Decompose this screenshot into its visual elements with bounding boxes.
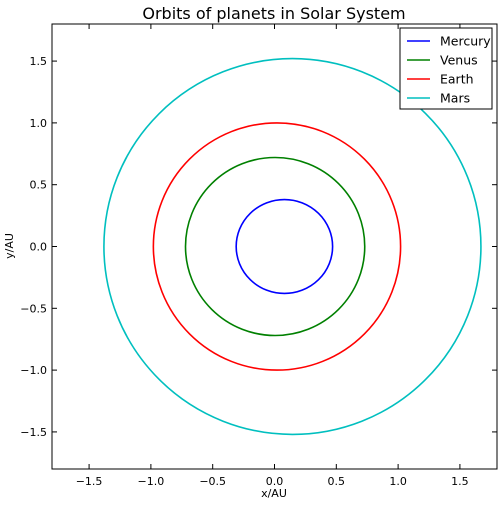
y-tick-label: −1.5 (20, 426, 47, 439)
x-tick-label: −1.0 (138, 475, 165, 488)
orbit-mars (103, 57, 482, 436)
x-tick-label: 0.5 (328, 475, 346, 488)
chart-title: Orbits of planets in Solar System (142, 4, 405, 23)
legend-label-mars: Mars (440, 91, 470, 106)
legend-label-venus: Venus (440, 53, 478, 68)
x-tick-label: −1.5 (76, 475, 103, 488)
x-ticks: −1.5 −1.0 −0.5 0.0 0.5 1.0 1.5 (76, 24, 469, 488)
x-tick-label: 1.0 (389, 475, 407, 488)
orbit-venus (184, 156, 366, 337)
orbit-earth (152, 122, 402, 371)
x-tick-label: 0.0 (266, 475, 284, 488)
legend-label-mercury: Mercury (440, 34, 491, 49)
y-tick-label: 0.0 (30, 241, 48, 254)
x-tick-label: −0.5 (199, 475, 226, 488)
y-tick-label: −0.5 (20, 302, 47, 315)
x-axis-label: x/AU (261, 487, 287, 500)
y-tick-label: 0.5 (30, 179, 48, 192)
plot-frame (51, 23, 498, 470)
y-tick-label: 1.5 (30, 55, 48, 68)
legend: Mercury Venus Earth Mars (399, 27, 493, 110)
y-tick-label: −1.0 (20, 364, 47, 377)
y-tick-label: 1.0 (30, 117, 48, 130)
y-axis-label: y/AU (3, 233, 16, 259)
legend-label-earth: Earth (440, 72, 474, 87)
orbit-mercury (235, 198, 334, 295)
x-tick-label: 1.5 (451, 475, 469, 488)
y-ticks: −1.5 −1.0 −0.5 0.0 0.5 1.0 1.5 (20, 55, 497, 439)
plot-area (103, 57, 482, 436)
